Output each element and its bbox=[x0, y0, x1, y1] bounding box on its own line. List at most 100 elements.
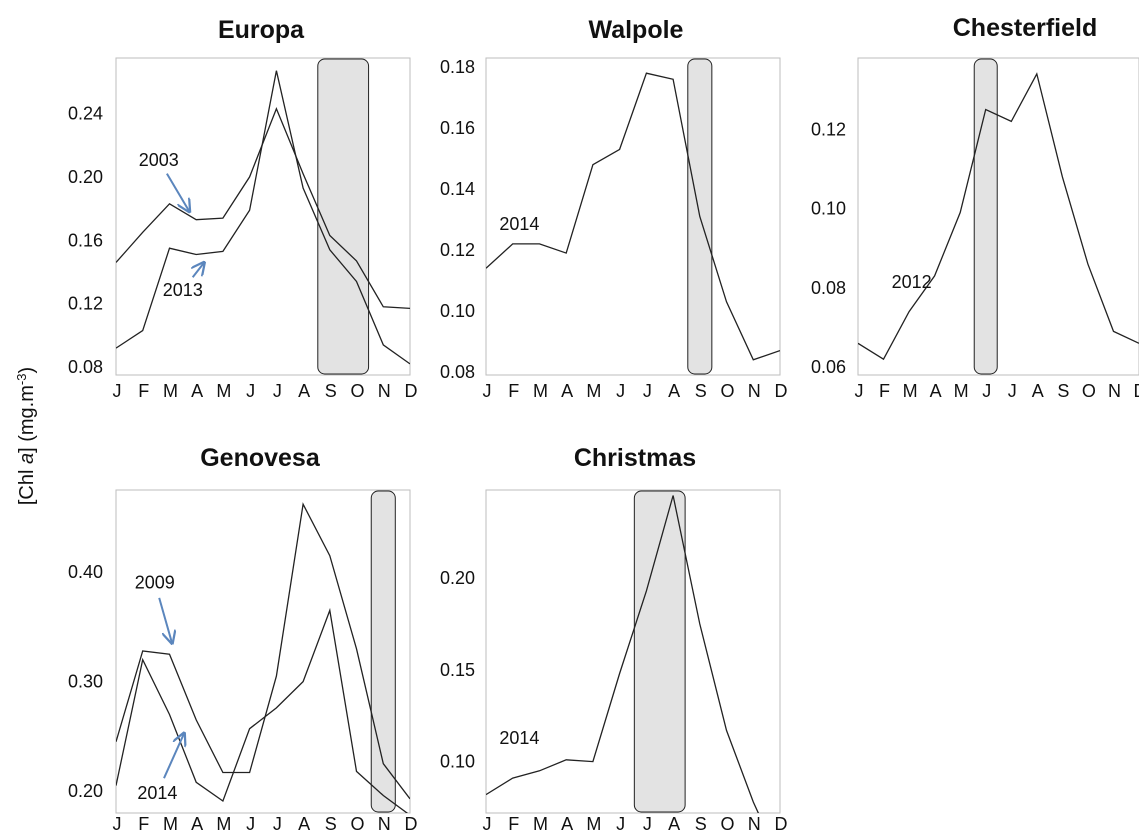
x-tick-label: M bbox=[216, 381, 231, 401]
x-tick-label: S bbox=[325, 381, 337, 401]
x-tick-label: S bbox=[695, 814, 707, 834]
y-axis-label: [Chl a] (mg.m-3) bbox=[14, 367, 39, 505]
x-tick-label: J bbox=[113, 381, 122, 401]
year-annotation: 2014 bbox=[499, 728, 539, 748]
x-tick-label: M bbox=[216, 814, 231, 834]
panel-title: Christmas bbox=[574, 444, 696, 472]
x-tick-label: D bbox=[405, 381, 418, 401]
x-tick-label: J bbox=[483, 814, 492, 834]
x-tick-label: D bbox=[775, 381, 788, 401]
plot-frame bbox=[485, 489, 781, 814]
x-tick-label: J bbox=[113, 814, 122, 834]
panel-title: Chesterfield bbox=[953, 14, 1097, 42]
year-annotation: 2013 bbox=[163, 280, 203, 300]
x-tick-label: S bbox=[1057, 381, 1069, 401]
x-tick-label: A bbox=[191, 381, 203, 401]
y-tick-label: 0.30 bbox=[68, 672, 103, 692]
x-tick-label: J bbox=[616, 381, 625, 401]
y-tick-label: 0.20 bbox=[440, 568, 475, 588]
y-tick-label: 0.18 bbox=[440, 57, 475, 77]
x-tick-label: J bbox=[982, 381, 991, 401]
year-annotation: 2009 bbox=[135, 573, 175, 593]
x-tick-label: M bbox=[586, 381, 601, 401]
y-tick-label: 0.15 bbox=[440, 660, 475, 680]
x-tick-label: O bbox=[721, 814, 735, 834]
x-tick-label: M bbox=[954, 381, 969, 401]
x-tick-label: S bbox=[695, 381, 707, 401]
plot-frame bbox=[115, 489, 411, 814]
x-tick-label: N bbox=[378, 814, 391, 834]
series-line-2009 bbox=[116, 502, 410, 800]
series-line-2012 bbox=[858, 72, 1139, 361]
x-tick-label: M bbox=[586, 814, 601, 834]
x-tick-label: M bbox=[163, 814, 178, 834]
y-tick-label: 0.20 bbox=[68, 167, 103, 187]
x-tick-label: N bbox=[748, 381, 761, 401]
y-tick-label: 0.10 bbox=[440, 301, 475, 321]
x-tick-label: A bbox=[191, 814, 203, 834]
season-highlight bbox=[370, 490, 396, 813]
x-tick-label: J bbox=[273, 381, 282, 401]
plot-frame bbox=[115, 57, 411, 376]
y-tick-label: 0.10 bbox=[811, 199, 846, 219]
year-annotation: 2014 bbox=[137, 783, 177, 803]
plot-frame bbox=[857, 57, 1139, 376]
x-tick-label: J bbox=[643, 381, 652, 401]
y-tick-label: 0.40 bbox=[68, 562, 103, 582]
x-tick-label: F bbox=[508, 814, 519, 834]
x-tick-label: F bbox=[879, 381, 890, 401]
x-tick-label: A bbox=[561, 381, 573, 401]
y-tick-label: 0.08 bbox=[811, 278, 846, 298]
season-highlight bbox=[633, 490, 686, 813]
panel-chesterfield: Chesterfield0.060.080.100.12JFMAMJJASOND… bbox=[811, 14, 1139, 401]
y-tick-label: 0.12 bbox=[440, 240, 475, 260]
season-highlight bbox=[317, 58, 370, 375]
y-tick-label: 0.24 bbox=[68, 103, 103, 123]
x-tick-label: O bbox=[1082, 381, 1096, 401]
panel-title: Walpole bbox=[589, 16, 684, 44]
y-tick-label: 0.10 bbox=[440, 752, 475, 772]
x-tick-label: O bbox=[351, 814, 365, 834]
annotation-arrow bbox=[166, 173, 190, 212]
x-tick-label: J bbox=[246, 381, 255, 401]
x-tick-label: J bbox=[273, 814, 282, 834]
x-tick-label: M bbox=[163, 381, 178, 401]
panel-title: Europa bbox=[218, 16, 305, 44]
annotation-arrow bbox=[163, 733, 184, 779]
year-annotation: 2012 bbox=[892, 272, 932, 292]
y-tick-label: 0.08 bbox=[440, 362, 475, 382]
x-tick-label: F bbox=[138, 814, 149, 834]
y-tick-label: 0.20 bbox=[68, 781, 103, 801]
x-tick-label: D bbox=[405, 814, 418, 834]
x-tick-label: M bbox=[533, 381, 548, 401]
annotation-arrow bbox=[193, 263, 205, 278]
x-tick-label: J bbox=[855, 381, 864, 401]
x-tick-label: O bbox=[721, 381, 735, 401]
x-tick-label: J bbox=[246, 814, 255, 834]
x-tick-label: A bbox=[561, 814, 573, 834]
year-annotation: 2014 bbox=[499, 214, 539, 234]
x-tick-label: O bbox=[351, 381, 365, 401]
x-tick-label: M bbox=[533, 814, 548, 834]
series-line-2014 bbox=[486, 495, 760, 813]
year-annotation: 2003 bbox=[139, 150, 179, 170]
x-tick-label: A bbox=[298, 814, 310, 834]
y-tick-label: 0.06 bbox=[811, 357, 846, 377]
x-tick-label: A bbox=[298, 381, 310, 401]
x-tick-label: D bbox=[775, 814, 788, 834]
season-highlight bbox=[973, 58, 998, 375]
series-line-2014 bbox=[116, 607, 409, 813]
annotation-arrow bbox=[158, 597, 172, 643]
y-tick-label: 0.12 bbox=[68, 294, 103, 314]
x-tick-label: J bbox=[616, 814, 625, 834]
x-tick-label: F bbox=[138, 381, 149, 401]
y-tick-label: 0.08 bbox=[68, 357, 103, 377]
x-tick-label: A bbox=[930, 381, 942, 401]
x-tick-label: J bbox=[1008, 381, 1017, 401]
x-tick-label: A bbox=[668, 381, 680, 401]
